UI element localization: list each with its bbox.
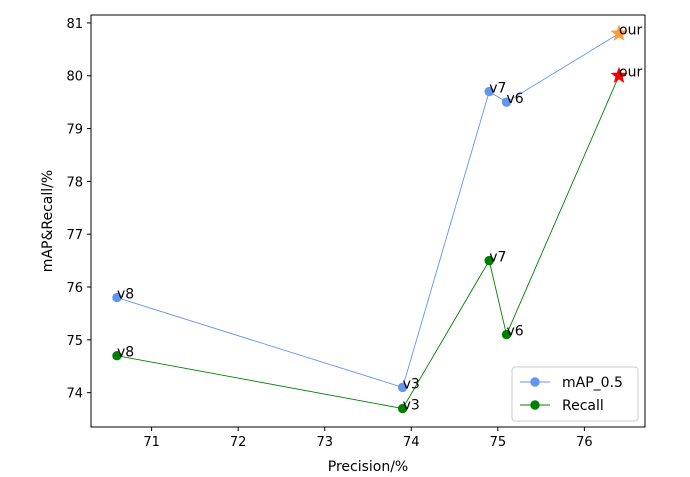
data-label: v3: [403, 398, 420, 414]
data-point: [484, 86, 494, 97]
data-label: v7: [489, 81, 506, 97]
y-axis-label: mAP&Recall/%: [40, 170, 56, 272]
data-point: [397, 403, 408, 414]
x-axis-label: Precision/%: [328, 459, 409, 475]
x-tick-label: 73: [316, 435, 333, 450]
x-tick-label: 75: [490, 435, 507, 450]
data-point: [501, 97, 512, 107]
data-label: v6: [507, 91, 524, 107]
x-tick-label: 74: [403, 435, 420, 450]
legend-label: mAP_0.5: [562, 375, 623, 391]
y-axis: 74 75 76 77 78 79 80 81: [66, 17, 91, 402]
data-label: our: [619, 22, 642, 38]
data-label: v8: [117, 345, 134, 361]
data-point-star: [610, 66, 628, 84]
data-label: v3: [403, 376, 420, 392]
legend-marker: [530, 377, 540, 387]
legend-marker: [530, 400, 540, 410]
y-tick-label: 74: [66, 387, 83, 402]
data-point-star: [610, 24, 628, 41]
data-point: [501, 329, 512, 340]
data-label: v7: [489, 250, 506, 266]
x-tick-label: 71: [143, 435, 160, 450]
x-tick-label: 76: [576, 435, 593, 450]
plot-frame: [90, 14, 646, 428]
y-tick-label: 80: [66, 70, 83, 85]
legend-box: [511, 366, 639, 422]
data-point: [397, 382, 408, 393]
data-point: [484, 255, 494, 266]
data-label: v6: [507, 324, 524, 340]
y-tick-label: 78: [66, 175, 83, 190]
y-tick-label: 76: [66, 281, 83, 296]
legend: mAP_0.5 Recall: [511, 366, 639, 422]
y-tick-label: 79: [66, 123, 83, 138]
data-point: [112, 292, 122, 303]
data-label: v8: [117, 287, 134, 303]
legend-label: Recall: [562, 398, 604, 414]
y-tick-label: 81: [66, 17, 83, 32]
y-tick-label: 77: [66, 228, 83, 243]
y-tick-label: 75: [66, 334, 83, 349]
data-point: [112, 350, 122, 361]
x-tick-label: 72: [230, 435, 247, 450]
data-label: our: [619, 65, 642, 81]
x-axis: 71 72 73 74 75 76: [143, 427, 593, 450]
plot-area: [91, 15, 645, 427]
